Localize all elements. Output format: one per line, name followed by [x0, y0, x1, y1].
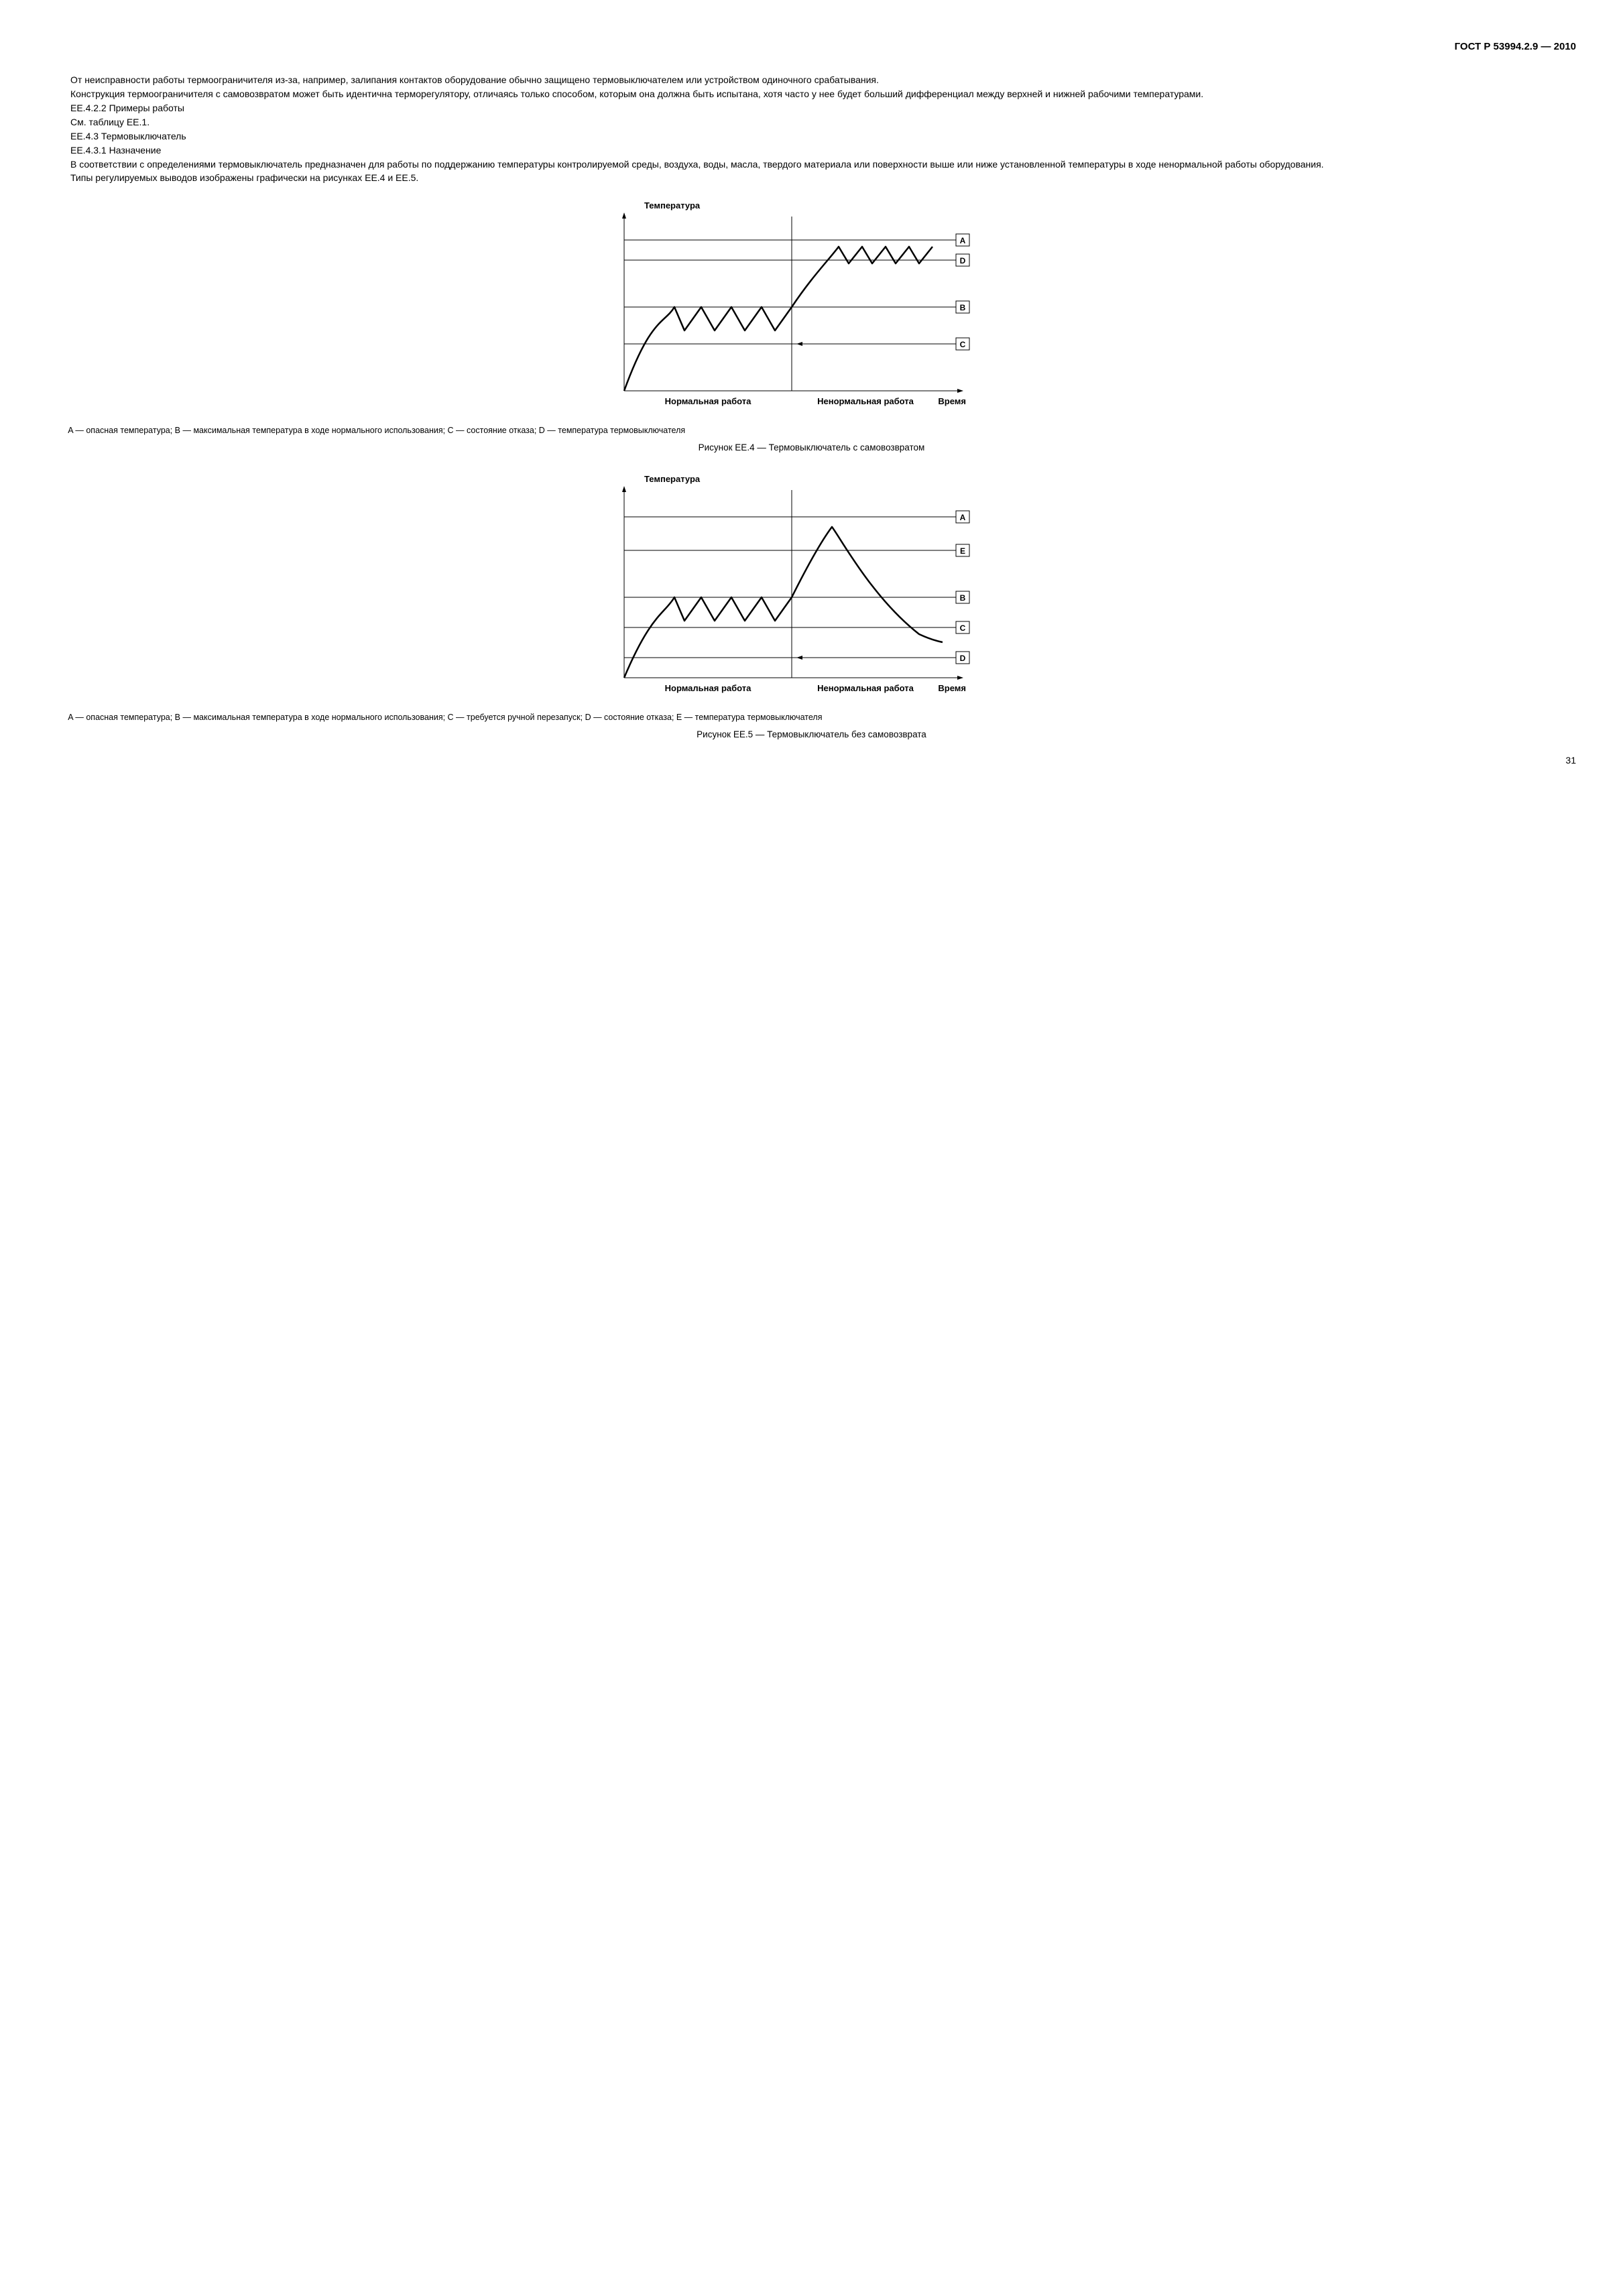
figure-ee4: Температура Время A D B C Нормальная работа Нен…: [47, 190, 1576, 421]
paragraph: Типы регулируемых выводов изображены гра…: [47, 172, 1576, 184]
chart-ee4: Температура Время A D B C Нормальная работа Нен…: [584, 190, 1040, 418]
svg-text:B: B: [959, 593, 965, 603]
svg-text:D: D: [959, 654, 965, 663]
figure-ee5: Температура Время A E B C D Нормальная работа Не…: [47, 463, 1576, 708]
paragraph: См. таблицу EE.1.: [47, 116, 1576, 129]
svg-text:Время: Время: [938, 396, 966, 406]
figure-ee5-legend: A — опасная температура; B — максимальна…: [47, 712, 1576, 723]
paragraph: EE.4.3 Термовыключатель: [47, 130, 1576, 143]
svg-text:C: C: [959, 340, 965, 349]
paragraph: От неисправности работы термоограничител…: [47, 74, 1576, 86]
figure-ee4-caption: Рисунок EE.4 — Термовыключатель с самово…: [47, 442, 1576, 454]
figure-ee4-legend: A — опасная температура; B — максимальна…: [47, 425, 1576, 436]
paragraph: EE.4.2.2 Примеры работы: [47, 102, 1576, 115]
svg-text:A: A: [959, 236, 965, 245]
page-number: 31: [47, 754, 1576, 767]
paragraph: EE.4.3.1 Назначение: [47, 144, 1576, 157]
svg-text:D: D: [959, 256, 965, 265]
svg-text:B: B: [959, 303, 965, 312]
figure-ee5-caption: Рисунок EE.5 — Термовыключатель без само…: [47, 729, 1576, 741]
svg-text:C: C: [959, 623, 965, 633]
svg-text:A: A: [959, 513, 965, 522]
svg-text:Ненормальная работа: Ненормальная работа: [817, 396, 914, 406]
paragraph: Конструкция термоограничителя с самовозв…: [47, 88, 1576, 101]
paragraph: В соответствии с определениями термовыкл…: [47, 158, 1576, 171]
svg-text:Нормальная работа: Нормальная работа: [664, 396, 751, 406]
svg-text:Температура: Температура: [644, 200, 701, 210]
chart-ee5: Температура Время A E B C D Нормальная работа Не…: [584, 463, 1040, 705]
svg-text:Время: Время: [938, 683, 966, 693]
svg-text:E: E: [959, 546, 965, 556]
document-header: ГОСТ Р 53994.2.9 — 2010: [47, 40, 1576, 54]
svg-text:Нормальная работа: Нормальная работа: [664, 683, 751, 693]
svg-text:Температура: Температура: [644, 474, 701, 484]
svg-text:Ненормальная работа: Ненормальная работа: [817, 683, 914, 693]
